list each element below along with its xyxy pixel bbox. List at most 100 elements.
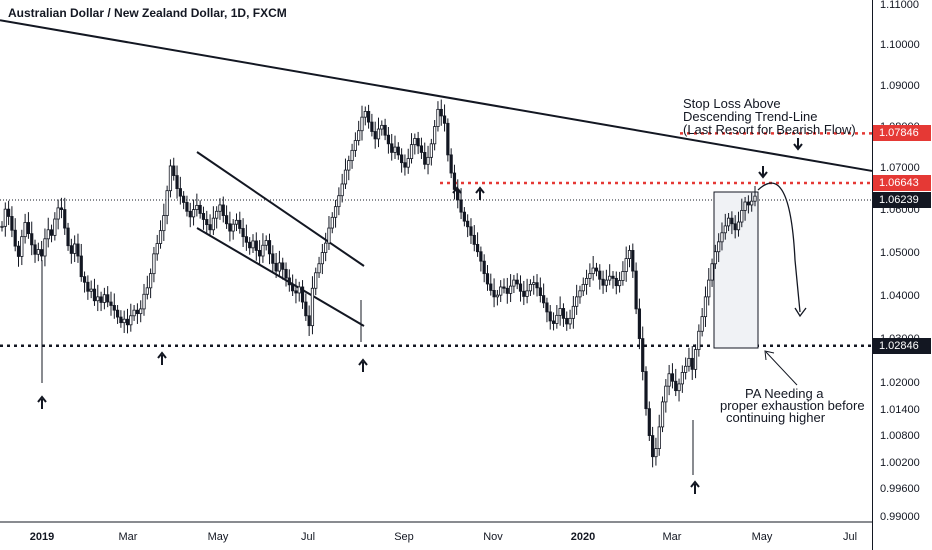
candle-body	[343, 169, 348, 185]
candle-body	[99, 296, 103, 303]
candle-body	[82, 276, 87, 283]
candle-body	[327, 227, 331, 244]
candle-body	[195, 204, 199, 210]
x-tick-label: 2020	[570, 531, 596, 543]
candle-body	[743, 201, 747, 211]
candle-body	[426, 156, 430, 165]
candle-body	[142, 293, 146, 310]
candle-body	[211, 217, 215, 231]
candle-body	[370, 121, 374, 132]
candle-body	[667, 373, 671, 387]
candle-body	[472, 234, 476, 245]
candle-body	[304, 301, 308, 317]
candle-body	[56, 207, 60, 220]
x-tick-label: Nov	[483, 531, 503, 543]
candle-body	[383, 124, 387, 136]
candle-body	[330, 216, 334, 229]
y-tick-label: 1.09000	[880, 80, 920, 92]
stop-loss-note-line2: Descending Trend-Line	[683, 109, 818, 124]
stop-loss-note-line1: Stop Loss Above	[683, 96, 781, 111]
candle-body	[69, 245, 73, 254]
pa-note-line2: proper exhaustion before	[720, 398, 865, 413]
candle-body	[122, 318, 126, 324]
candle-body	[581, 283, 585, 292]
candle-body	[191, 209, 196, 218]
candle-body	[241, 228, 245, 238]
candle-body	[96, 296, 100, 302]
up-arrow-head	[157, 351, 167, 359]
candle-body	[175, 175, 179, 189]
candle-body	[416, 138, 420, 147]
candle-body	[337, 195, 341, 208]
candle-body	[512, 279, 516, 287]
x-tick-label: May	[751, 531, 773, 543]
candle-body	[604, 279, 608, 286]
candle-body	[261, 244, 265, 257]
candle-body	[697, 330, 701, 350]
up-arrow-head	[37, 395, 47, 403]
candle-body	[571, 305, 575, 319]
candle-body	[145, 287, 149, 295]
candle-body	[710, 263, 714, 281]
candle-body	[198, 204, 202, 214]
candle-body	[720, 232, 724, 243]
candle-body	[647, 408, 651, 436]
candle-body	[347, 160, 351, 171]
chart-title: Australian Dollar / New Zealand Dollar, …	[8, 6, 287, 20]
price-axis[interactable]	[872, 0, 932, 550]
candle-body	[26, 222, 31, 235]
candle-body	[538, 287, 542, 296]
pa-note-line3: continuing higher	[726, 410, 826, 425]
candle-body	[380, 124, 384, 130]
candle-body	[264, 240, 268, 246]
candle-body	[489, 283, 493, 291]
candle-body	[446, 122, 450, 156]
candle-body	[297, 286, 301, 294]
candle-body	[376, 128, 381, 140]
candle-body	[208, 224, 212, 231]
candle-body	[86, 281, 90, 292]
candle-body	[314, 272, 318, 289]
candle-body	[687, 357, 691, 367]
candle-body	[33, 244, 37, 255]
candle-body	[20, 236, 24, 257]
candle-body	[664, 385, 668, 403]
y-tick-label: 1.00800	[880, 430, 920, 442]
candle-body	[528, 283, 533, 292]
candle-body	[641, 338, 645, 372]
candle-body	[366, 111, 371, 123]
candle-body	[723, 225, 727, 234]
candle-body	[535, 282, 539, 289]
candle-body	[598, 270, 602, 280]
projection-arrowhead	[794, 307, 807, 318]
candle-body	[152, 253, 156, 275]
candle-body	[63, 209, 67, 229]
candle-body	[238, 219, 242, 229]
candle-body	[102, 294, 106, 303]
candle-body	[248, 241, 252, 249]
channel-upper-line	[196, 151, 365, 267]
pa-note-pointer	[765, 351, 798, 386]
candle-body	[475, 243, 480, 253]
candle-body	[115, 309, 120, 318]
candle-body	[462, 211, 466, 222]
candle-body	[36, 249, 40, 255]
candle-body	[16, 245, 21, 257]
candle-body	[753, 195, 757, 202]
candle-body	[485, 273, 490, 285]
y-tick-label: 1.04000	[880, 290, 920, 302]
candle-body	[631, 250, 635, 272]
candle-body	[244, 236, 248, 243]
candle-body	[482, 260, 486, 275]
candle-body	[317, 263, 321, 274]
candle-body	[651, 435, 655, 458]
price-tag: 1.06239	[873, 191, 931, 208]
candle-body	[575, 296, 579, 307]
candle-body	[188, 210, 192, 218]
candle-body	[568, 317, 572, 325]
candle-body	[614, 277, 618, 287]
candle-body	[608, 275, 612, 281]
candle-body	[201, 213, 206, 220]
candle-body	[350, 149, 354, 162]
